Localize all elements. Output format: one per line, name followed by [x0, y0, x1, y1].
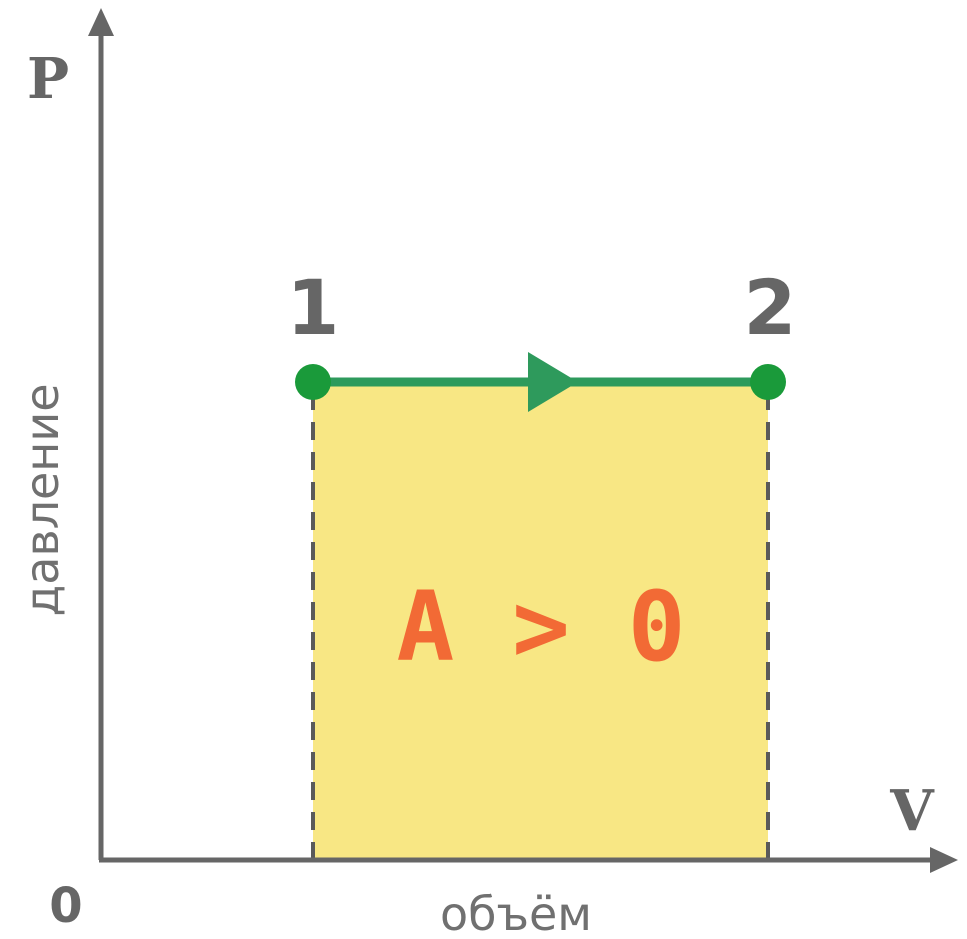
point-2 — [750, 364, 786, 400]
y-axis-symbol: P — [27, 46, 69, 112]
work-label: A > 0 — [397, 571, 686, 683]
x-axis-label: объём — [440, 887, 592, 939]
x-axis-symbol: V — [889, 778, 935, 844]
direction-arrow-icon — [528, 352, 578, 412]
work-area — [313, 382, 768, 860]
y-axis-label: давление — [15, 383, 69, 616]
y-axis-arrow-icon — [88, 8, 114, 36]
point-2-label: 2 — [744, 263, 797, 352]
point-1 — [295, 364, 331, 400]
x-axis-arrow-icon — [930, 847, 958, 873]
origin-label: 0 — [49, 878, 82, 934]
point-1-label: 1 — [287, 263, 340, 352]
